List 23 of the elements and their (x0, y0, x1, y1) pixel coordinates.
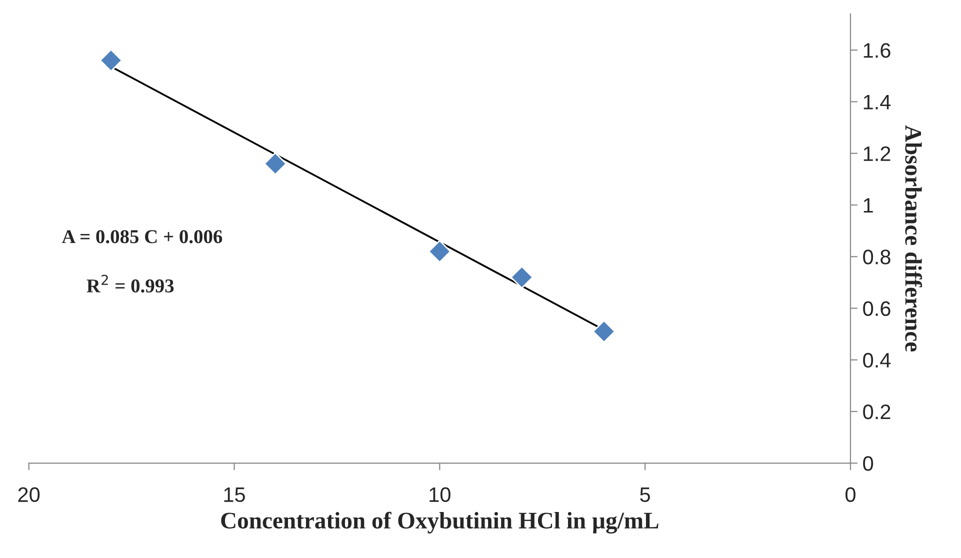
x-tick-label: 10 (430, 487, 450, 502)
point (264, 152, 287, 176)
y-tick-label: 0.8 (863, 250, 890, 264)
annotation: A = 0.085 C + 0.006 (62, 230, 222, 244)
y-tick-label: 1.2 (864, 146, 890, 161)
x-tick-label: 15 (224, 488, 245, 502)
x-axis-title: Concentration of Oxybutinin HCl in µg/mL (221, 512, 658, 534)
y-tick-label: 0.4 (863, 352, 891, 368)
point (510, 266, 534, 289)
y-tick-label: 1 (864, 198, 873, 213)
y-tick-label: 1.4 (864, 94, 891, 110)
y-tick-label: 1.6 (864, 43, 890, 58)
y-axis-title: Absorbance difference (905, 125, 922, 352)
x-tick-label: 5 (640, 488, 650, 502)
y-tick-label: 0.2 (863, 404, 890, 420)
x-tick-label: 0 (846, 487, 856, 502)
point (428, 240, 452, 263)
y-tick-label: 0.6 (863, 301, 890, 316)
point (592, 320, 616, 343)
x-tick-label: 20 (18, 487, 40, 502)
annotation: R$^{2}$ = 0.993 (86, 274, 174, 293)
point (100, 48, 122, 72)
y-tick-label: 0 (863, 456, 874, 471)
